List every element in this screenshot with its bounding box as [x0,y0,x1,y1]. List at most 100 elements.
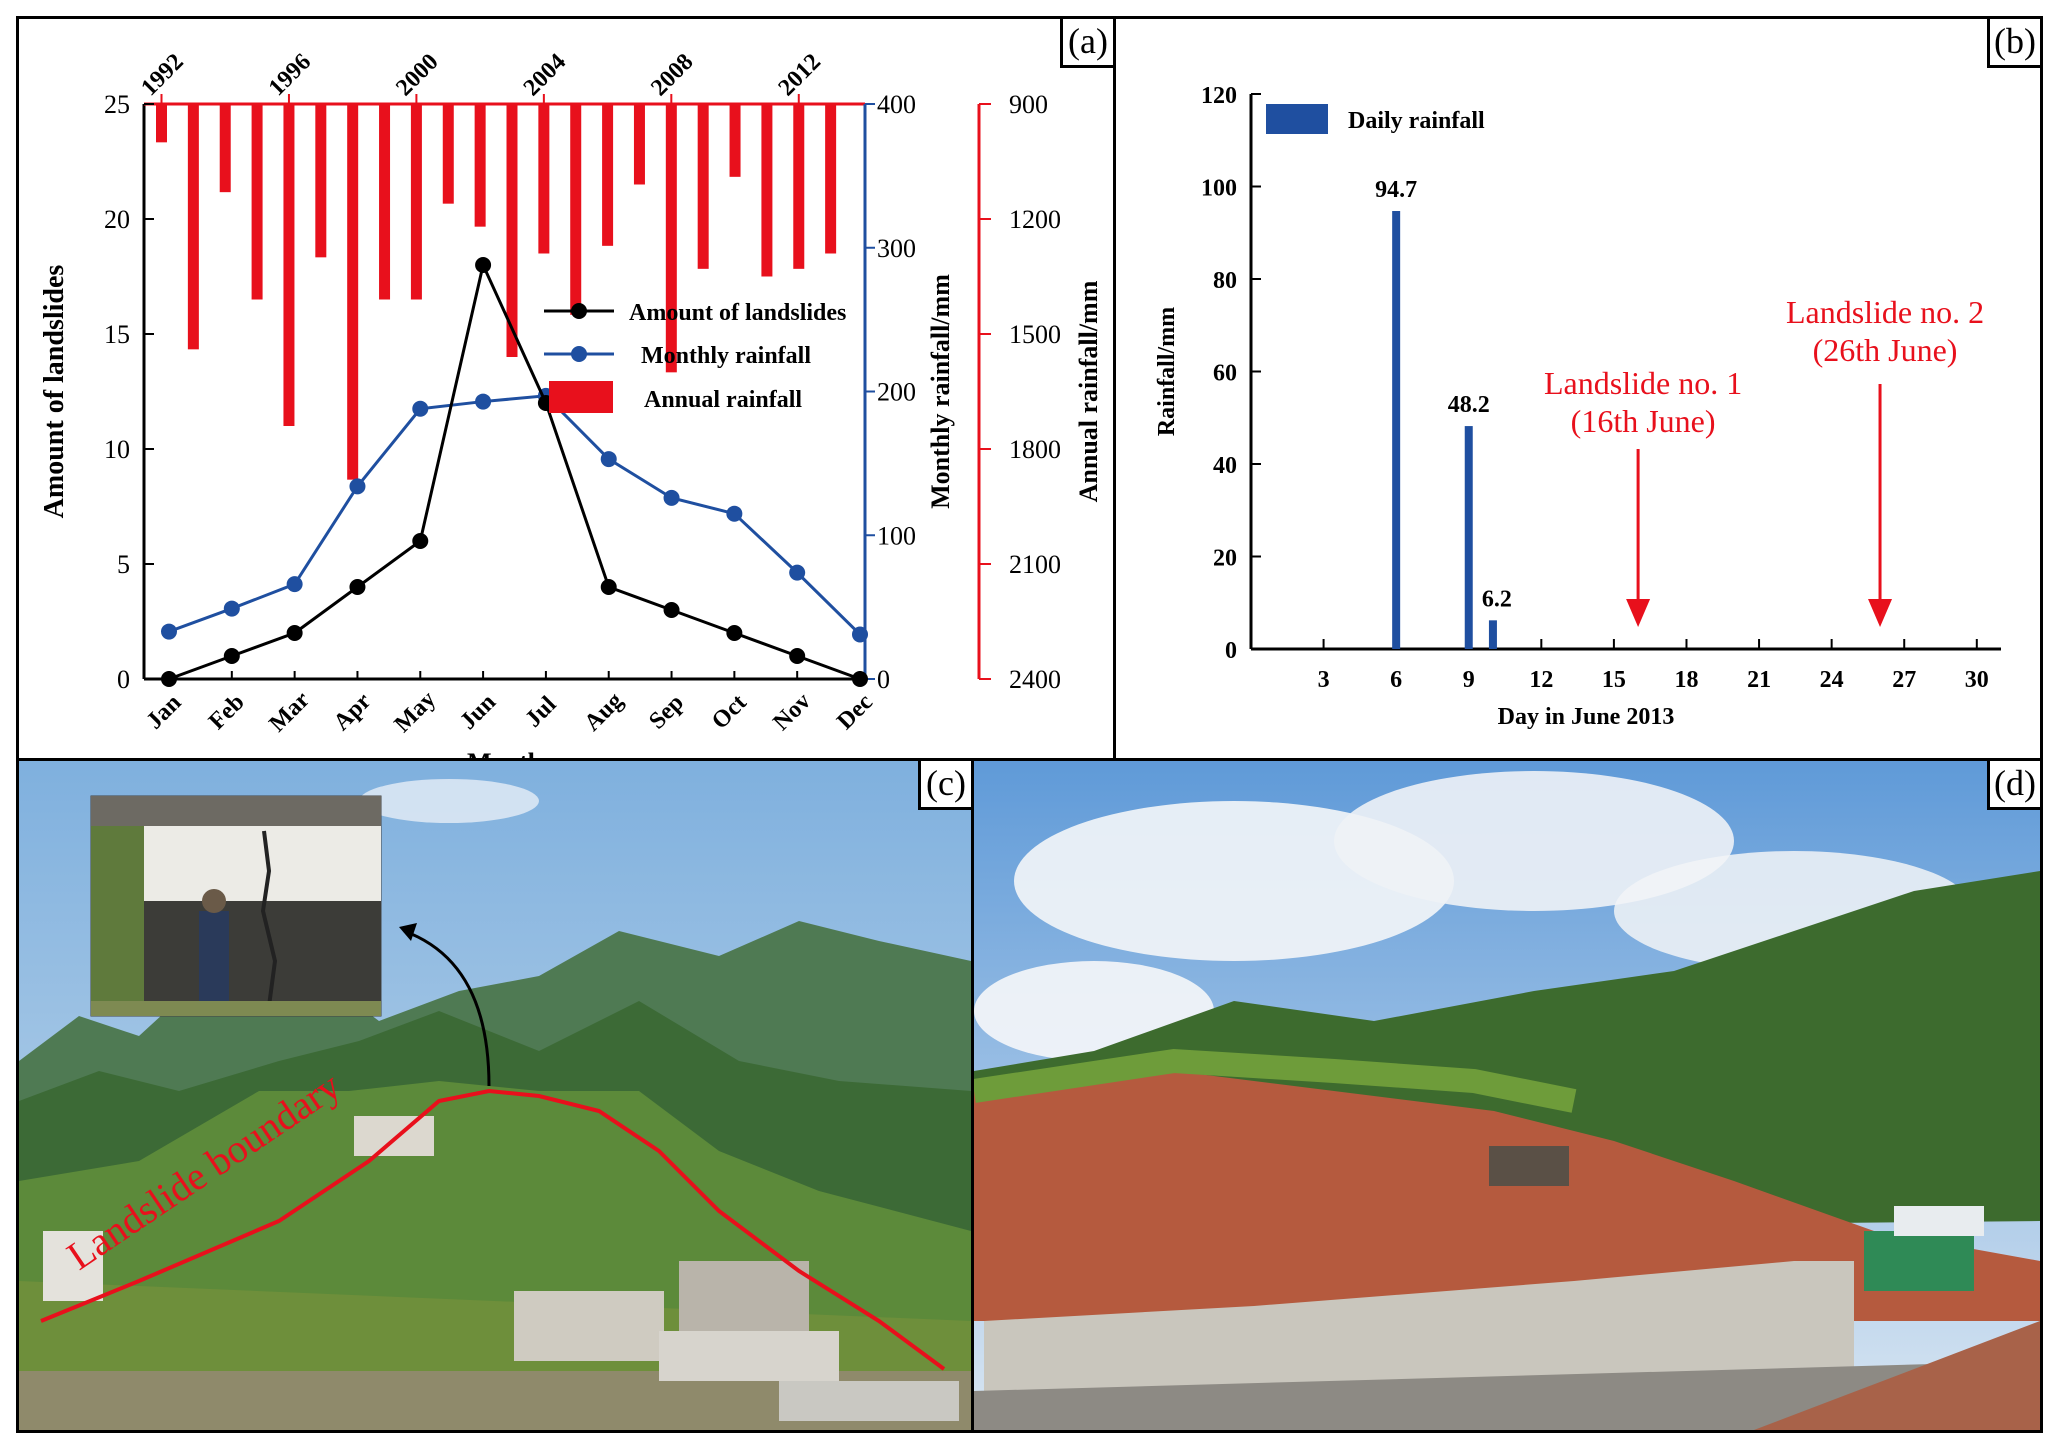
y-right-tick-label: 900 [1009,90,1048,119]
x-tick-label: 6 [1390,667,1402,693]
panel-b-label: (b) [1987,19,2040,68]
y-tick-label: 80 [1213,268,1237,294]
annotation-line1: Landslide no. 2 [1786,294,1984,330]
monthly-rainfall-point [475,393,492,410]
annual-bar-1997 [315,104,327,258]
x-tick-label: Feb [204,689,250,735]
x-tick-label: Jun [455,689,501,735]
stone-blocks [779,1381,959,1421]
x-tick-label: Jul [520,691,561,732]
y-right-tick-label: 1200 [1009,205,1061,234]
photo-c-landslide-slope: Landslide boundary [19,761,971,1430]
annual-bar-2005 [570,104,582,315]
annual-bar-2013 [825,104,837,254]
panel-c: (c) Landslide boundary [16,758,974,1433]
x-tick-label: Mar [264,687,315,738]
monthly-rainfall-point [600,451,617,468]
y-left-tick-label: 15 [104,320,130,349]
chart-a: 0 5 10 15 20 25 Amount of landslides 0 100 200 300… [39,49,1103,758]
y-right-axis-title: Annual rainfall/mm [1074,280,1103,502]
inset-photo-cracked-house [90,795,382,1017]
monthly-rainfall-point [161,623,177,640]
landslides-point [789,648,806,664]
y-tick-label: 0 [1225,638,1237,664]
annual-bar-2002 [474,104,486,227]
legend-daily-label: Daily rainfall [1348,108,1485,134]
annual-bar-2001 [442,104,454,204]
landslides-point [600,579,617,595]
annual-bar-2000 [410,104,422,300]
y-left-tick-label: 5 [117,550,130,579]
annual-bar-1994 [219,104,231,193]
daily-bar-day-6 [1392,211,1401,649]
house-right [679,1261,809,1341]
annotation-line2: (16th June) [1571,403,1716,439]
monthly-rainfall-point [286,576,303,593]
x-tick-label: May [390,686,441,737]
top-year-label: 2008 [646,49,698,101]
y-left-tick-label: 20 [104,205,130,234]
chart-b: 0 20 40 60 80 100 120 3 6 9 12 15 18 21 24 27 30 Day in J… [1154,83,2001,730]
panel-d: (d) [971,758,2043,1433]
panel-a: (a) 0 5 10 15 20 25 Amount of landslides 0 100 20… [16,16,1116,761]
monthly-rainfall-point [789,564,806,581]
retaining-wall [984,1261,1854,1391]
monthly-rainfall-point [852,626,868,643]
house-center [514,1291,664,1361]
legend-landslides-label: Amount of landslides [629,300,846,326]
x-tick-label: Apr [329,688,377,736]
truck [1864,1231,1974,1291]
annotation-arrow-head [1868,599,1893,627]
x-tick-label: 15 [1602,667,1626,693]
x-tick-label: Aug [579,688,628,737]
landslides-point [286,625,303,641]
x-tick-label: Oct [707,690,752,735]
landslides-line [168,260,861,681]
y-left-tick-label: 25 [104,90,130,119]
landslides-point [161,671,177,687]
y-axis-title: Rainfall/mm [1154,307,1180,436]
photo-d-landslide-slope [974,761,2040,1430]
x-tick-label: Nov [768,688,816,736]
x-axis-title: Day in June 2013 [1498,704,1675,730]
annual-bar-1996 [283,104,295,426]
monthly-rainfall-point [663,489,680,506]
legend-annual-label: Annual rainfall [644,387,802,413]
x-axis-title: Month [467,748,543,758]
x-tick-label: Sep [644,690,689,735]
landslides-point [349,579,366,595]
legend-monthly-marker [571,346,587,362]
x-tick-label: 9 [1463,667,1475,693]
landslide-boundary-line [40,1088,946,1371]
landslides-point [726,625,743,641]
inset-arrow [403,929,491,1087]
top-year-label: 2000 [391,49,443,101]
y-right-tick-label: 2100 [1009,550,1061,579]
panel-a-label: (a) [1060,19,1113,68]
house-left [43,1231,103,1301]
monthly-rainfall-point [349,478,366,495]
y-tick-label: 60 [1213,361,1237,387]
exposed-red-soil [974,1071,2040,1321]
y-mid-tick-label: 300 [877,234,916,263]
annual-bar-2004 [538,104,550,254]
legend-daily-swatch [1266,104,1328,134]
y-left-tick-label: 10 [104,435,130,464]
annual-bar-1995 [251,104,263,300]
annual-bar-2003 [506,104,518,357]
annual-bar-2009 [697,104,709,269]
y-mid-axis-title: Monthly rainfall/mm [926,274,955,509]
annotation-line1: Landslide no. 1 [1544,365,1742,401]
annual-bar-2006 [602,104,614,246]
panel-d-label: (d) [1987,761,2040,810]
annual-bar-1998 [347,104,359,480]
y-left-axis-title: Amount of landslides [39,265,70,519]
annual-bar-2007 [633,104,645,185]
landslides-point [475,257,492,273]
house-top [354,1116,434,1156]
monthly-rainfall-point [726,505,743,522]
y-right-tick-label: 2400 [1009,665,1061,694]
x-tick-label: Dec [832,689,878,735]
annual-bar-1993 [187,104,199,350]
daily-bar-day-9 [1464,426,1473,649]
